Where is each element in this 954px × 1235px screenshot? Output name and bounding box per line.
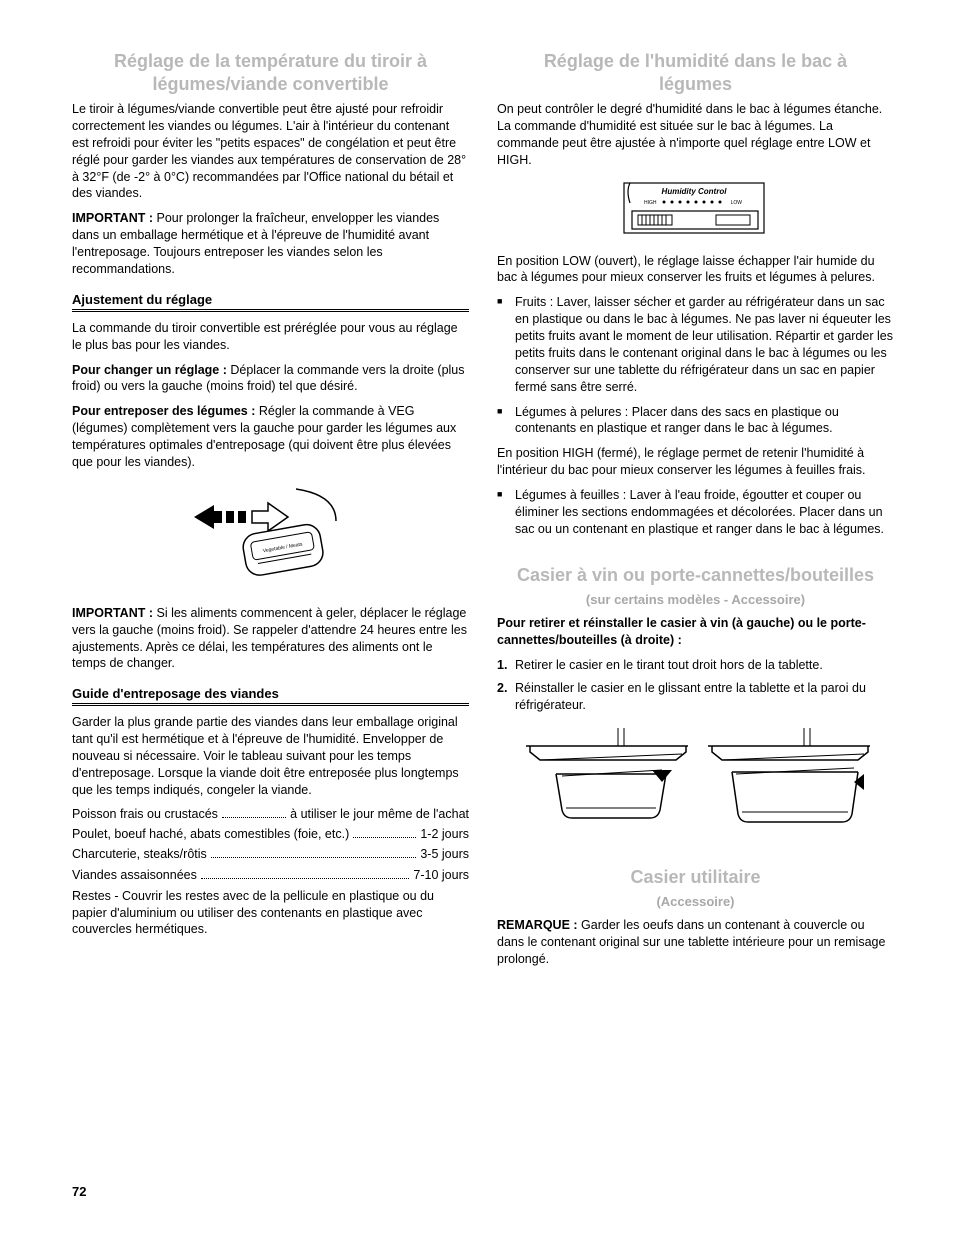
wine-instr-label: Pour retirer et réinstaller le casier à … bbox=[497, 615, 894, 649]
heading-line-1: Réglage de la température du tiroir à bbox=[114, 51, 427, 71]
storage-left: Charcuterie, steaks/rôtis bbox=[72, 847, 207, 861]
right-column: Réglage de l'humidité dans le bac à légu… bbox=[497, 50, 894, 976]
hum-intro: On peut contrôler le degré d'humidité da… bbox=[497, 101, 894, 169]
wine-steps: 1.Retirer le casier en le tirant tout dr… bbox=[497, 657, 894, 714]
dots bbox=[353, 827, 416, 838]
subhead-guide: Guide d'entreposage des viandes bbox=[72, 686, 469, 701]
heading-hum-1: Réglage de l'humidité dans le bac à bbox=[544, 51, 847, 71]
humidity-control-icon: Humidity Control HIGH LOW bbox=[618, 179, 773, 239]
page-number: 72 bbox=[72, 1184, 86, 1199]
two-column-layout: Réglage de la température du tiroir à lé… bbox=[72, 50, 894, 976]
list-item: 1.Retirer le casier en le tirant tout dr… bbox=[497, 657, 894, 674]
hum-low-list: Fruits : Laver, laisser sécher et garder… bbox=[497, 294, 894, 437]
dots bbox=[201, 867, 410, 878]
temp-intro: Le tiroir à légumes/viande convertible p… bbox=[72, 101, 469, 202]
rule-1 bbox=[72, 309, 469, 312]
heading-utility-bin: Casier utilitaire bbox=[497, 866, 894, 889]
racks-icon bbox=[516, 724, 876, 834]
step-text: Réinstaller le casier en le glissant ent… bbox=[515, 681, 866, 712]
storage-left: Viandes assaisonnées bbox=[72, 868, 197, 882]
important-label: IMPORTANT : bbox=[72, 211, 153, 225]
figure-humidity-control: Humidity Control HIGH LOW bbox=[497, 179, 894, 239]
dial-icon: Vegetable / Meats bbox=[186, 481, 356, 591]
storage-row-3: Viandes assaisonnées 7-10 jours bbox=[72, 867, 469, 881]
legumes-label: Pour entreposer des légumes : bbox=[72, 404, 255, 418]
dots bbox=[211, 847, 417, 858]
list-item: Fruits : Laver, laisser sécher et garder… bbox=[497, 294, 894, 395]
left-column: Réglage de la température du tiroir à lé… bbox=[72, 50, 469, 976]
hc-high: HIGH bbox=[644, 200, 657, 206]
hc-low: LOW bbox=[731, 200, 743, 206]
hum-low: En position LOW (ouvert), le réglage lai… bbox=[497, 253, 894, 287]
list-item: 2.Réinstaller le casier en le glissant e… bbox=[497, 680, 894, 714]
list-item: Légumes à pelures : Placer dans des sacs… bbox=[497, 404, 894, 438]
restes: Restes - Couvrir les restes avec de la p… bbox=[72, 888, 469, 939]
temp-important-1: IMPORTANT : Pour prolonger la fraîcheur,… bbox=[72, 210, 469, 278]
subhead-ajustement: Ajustement du réglage bbox=[72, 292, 469, 307]
storage-left: Poisson frais ou crustacés bbox=[72, 807, 218, 821]
ajust-p2: Pour changer un réglage : Déplacer la co… bbox=[72, 362, 469, 396]
subheading-wine-rack: (sur certains modèles - Accessoire) bbox=[497, 592, 894, 607]
storage-right: à utiliser le jour même de l'achat bbox=[290, 807, 469, 821]
figure-racks bbox=[497, 724, 894, 834]
storage-row-2: Charcuterie, steaks/rôtis 3-5 jours bbox=[72, 847, 469, 861]
ajust-p3: Pour entreposer des légumes : Régler la … bbox=[72, 403, 469, 471]
temp-important-2: IMPORTANT : Si les aliments commencent à… bbox=[72, 605, 469, 673]
heading-humidity: Réglage de l'humidité dans le bac à légu… bbox=[497, 50, 894, 95]
guide-intro: Garder la plus grande partie des viandes… bbox=[72, 714, 469, 798]
hum-high-list: Légumes à feuilles : Laver à l'eau froid… bbox=[497, 487, 894, 538]
step-text: Retirer le casier en le tirant tout droi… bbox=[515, 658, 823, 672]
heading-line-2: légumes/viande convertible bbox=[152, 74, 388, 94]
storage-right: 7-10 jours bbox=[413, 868, 469, 882]
ajust-p1: La commande du tiroir convertible est pr… bbox=[72, 320, 469, 354]
changer-label: Pour changer un réglage : bbox=[72, 363, 227, 377]
storage-row-1: Poulet, boeuf haché, abats comestibles (… bbox=[72, 827, 469, 841]
heading-temp-drawer: Réglage de la température du tiroir à lé… bbox=[72, 50, 469, 95]
subheading-utility-bin: (Accessoire) bbox=[497, 894, 894, 909]
heading-wine-rack: Casier à vin ou porte-cannettes/bouteill… bbox=[497, 564, 894, 587]
storage-right: 1-2 jours bbox=[420, 827, 469, 841]
storage-right: 3-5 jours bbox=[420, 847, 469, 861]
rule-2 bbox=[72, 703, 469, 706]
figure-dial: Vegetable / Meats bbox=[72, 481, 469, 591]
storage-left: Poulet, boeuf haché, abats comestibles (… bbox=[72, 827, 349, 841]
heading-hum-2: légumes bbox=[659, 74, 732, 94]
important2-label: IMPORTANT : bbox=[72, 606, 153, 620]
utility-remark: REMARQUE : Garder les oeufs dans un cont… bbox=[497, 917, 894, 968]
remark-label: REMARQUE : bbox=[497, 918, 578, 932]
dots bbox=[222, 807, 286, 818]
hc-title: Humidity Control bbox=[662, 187, 728, 196]
hum-high: En position HIGH (fermé), le réglage per… bbox=[497, 445, 894, 479]
list-item: Légumes à feuilles : Laver à l'eau froid… bbox=[497, 487, 894, 538]
storage-row-0: Poisson frais ou crustacés à utiliser le… bbox=[72, 807, 469, 821]
